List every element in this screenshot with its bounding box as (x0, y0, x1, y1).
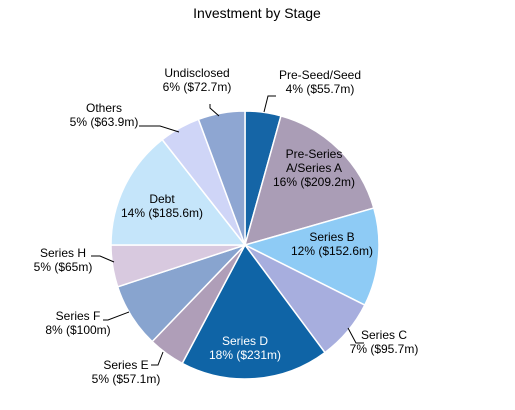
leader-line-undisclosed (209, 104, 220, 117)
slice-label-series-b: Series B 12% ($152.6m) (291, 230, 373, 258)
slice-category-label: Series D (222, 334, 268, 348)
slice-label-series-e: Series E 5% ($57.1m) (92, 358, 161, 386)
slice-label-series-c: Series C 7% ($95.7m) (350, 328, 419, 356)
slice-category-label: A/Series A (286, 161, 342, 175)
slice-label-debt: Debt 14% ($185.6m) (121, 192, 203, 220)
slice-value-label: 18% ($231m) (209, 348, 281, 362)
slice-category-label: Series H (40, 246, 86, 260)
slice-label-pre-series-a-series-a: Pre-Series A/Series A 16% ($209.2m) (273, 147, 355, 189)
leader-line-series-f (103, 311, 130, 321)
slice-category-label: Others (86, 101, 122, 115)
slice-category-label: Debt (149, 192, 175, 206)
pie-slice-pre-series-a-series-a (243, 114, 375, 247)
slice-value-label: 5% ($57.1m) (92, 372, 161, 386)
slice-value-label: 6% ($72.7m) (163, 80, 232, 94)
slice-value-label: 4% ($55.7m) (286, 82, 355, 96)
slice-value-label: 5% ($63.9m) (70, 115, 139, 129)
leader-line-series-c (347, 327, 364, 344)
slice-value-label: 8% ($100m) (45, 323, 110, 337)
pie-slice-series-b (242, 207, 380, 307)
leader-line-others (139, 125, 180, 133)
slice-label-series-f: Series F 8% ($100m) (45, 309, 110, 337)
slice-category-label: Series E (103, 358, 148, 372)
leader-line-pre-seed-seed (263, 95, 276, 113)
slice-label-undisclosed: Undisclosed 6% ($72.7m) (163, 66, 232, 94)
pie-slices (110, 110, 380, 380)
pie-slice-series-d (181, 243, 326, 380)
leader-line-series-h (91, 255, 115, 263)
slice-label-series-d: Series D 18% ($231m) (209, 334, 281, 362)
slice-value-label: 7% ($95.7m) (350, 342, 419, 356)
slice-category-label: Pre-Series (286, 147, 343, 161)
slice-category-label: Pre-Seed/Seed (279, 68, 361, 82)
leader-lines (91, 95, 364, 366)
slice-label-others: Others 5% ($63.9m) (70, 101, 139, 129)
slice-value-label: 14% ($185.6m) (121, 206, 203, 220)
slice-value-label: 16% ($209.2m) (273, 175, 355, 189)
slice-labels: Pre-Seed/Seed 4% ($55.7m) Pre-Series A/Seri… (34, 66, 419, 386)
leader-line-series-e (151, 351, 164, 366)
pie-slice-undisclosed (197, 110, 246, 246)
slice-category-label: Series F (56, 309, 101, 323)
slice-value-label: 12% ($152.6m) (291, 244, 373, 258)
slice-category-label: Undisclosed (164, 66, 229, 80)
slice-category-label: Series C (361, 328, 407, 342)
pie-slice-debt (110, 138, 247, 246)
slice-category-label: Series B (309, 230, 354, 244)
slice-label-series-h: Series H 5% ($65m) (34, 246, 93, 274)
slice-value-label: 5% ($65m) (34, 260, 93, 274)
slice-label-pre-seed-seed: Pre-Seed/Seed 4% ($55.7m) (279, 68, 361, 96)
chart-title: Investment by Stage (193, 5, 321, 21)
